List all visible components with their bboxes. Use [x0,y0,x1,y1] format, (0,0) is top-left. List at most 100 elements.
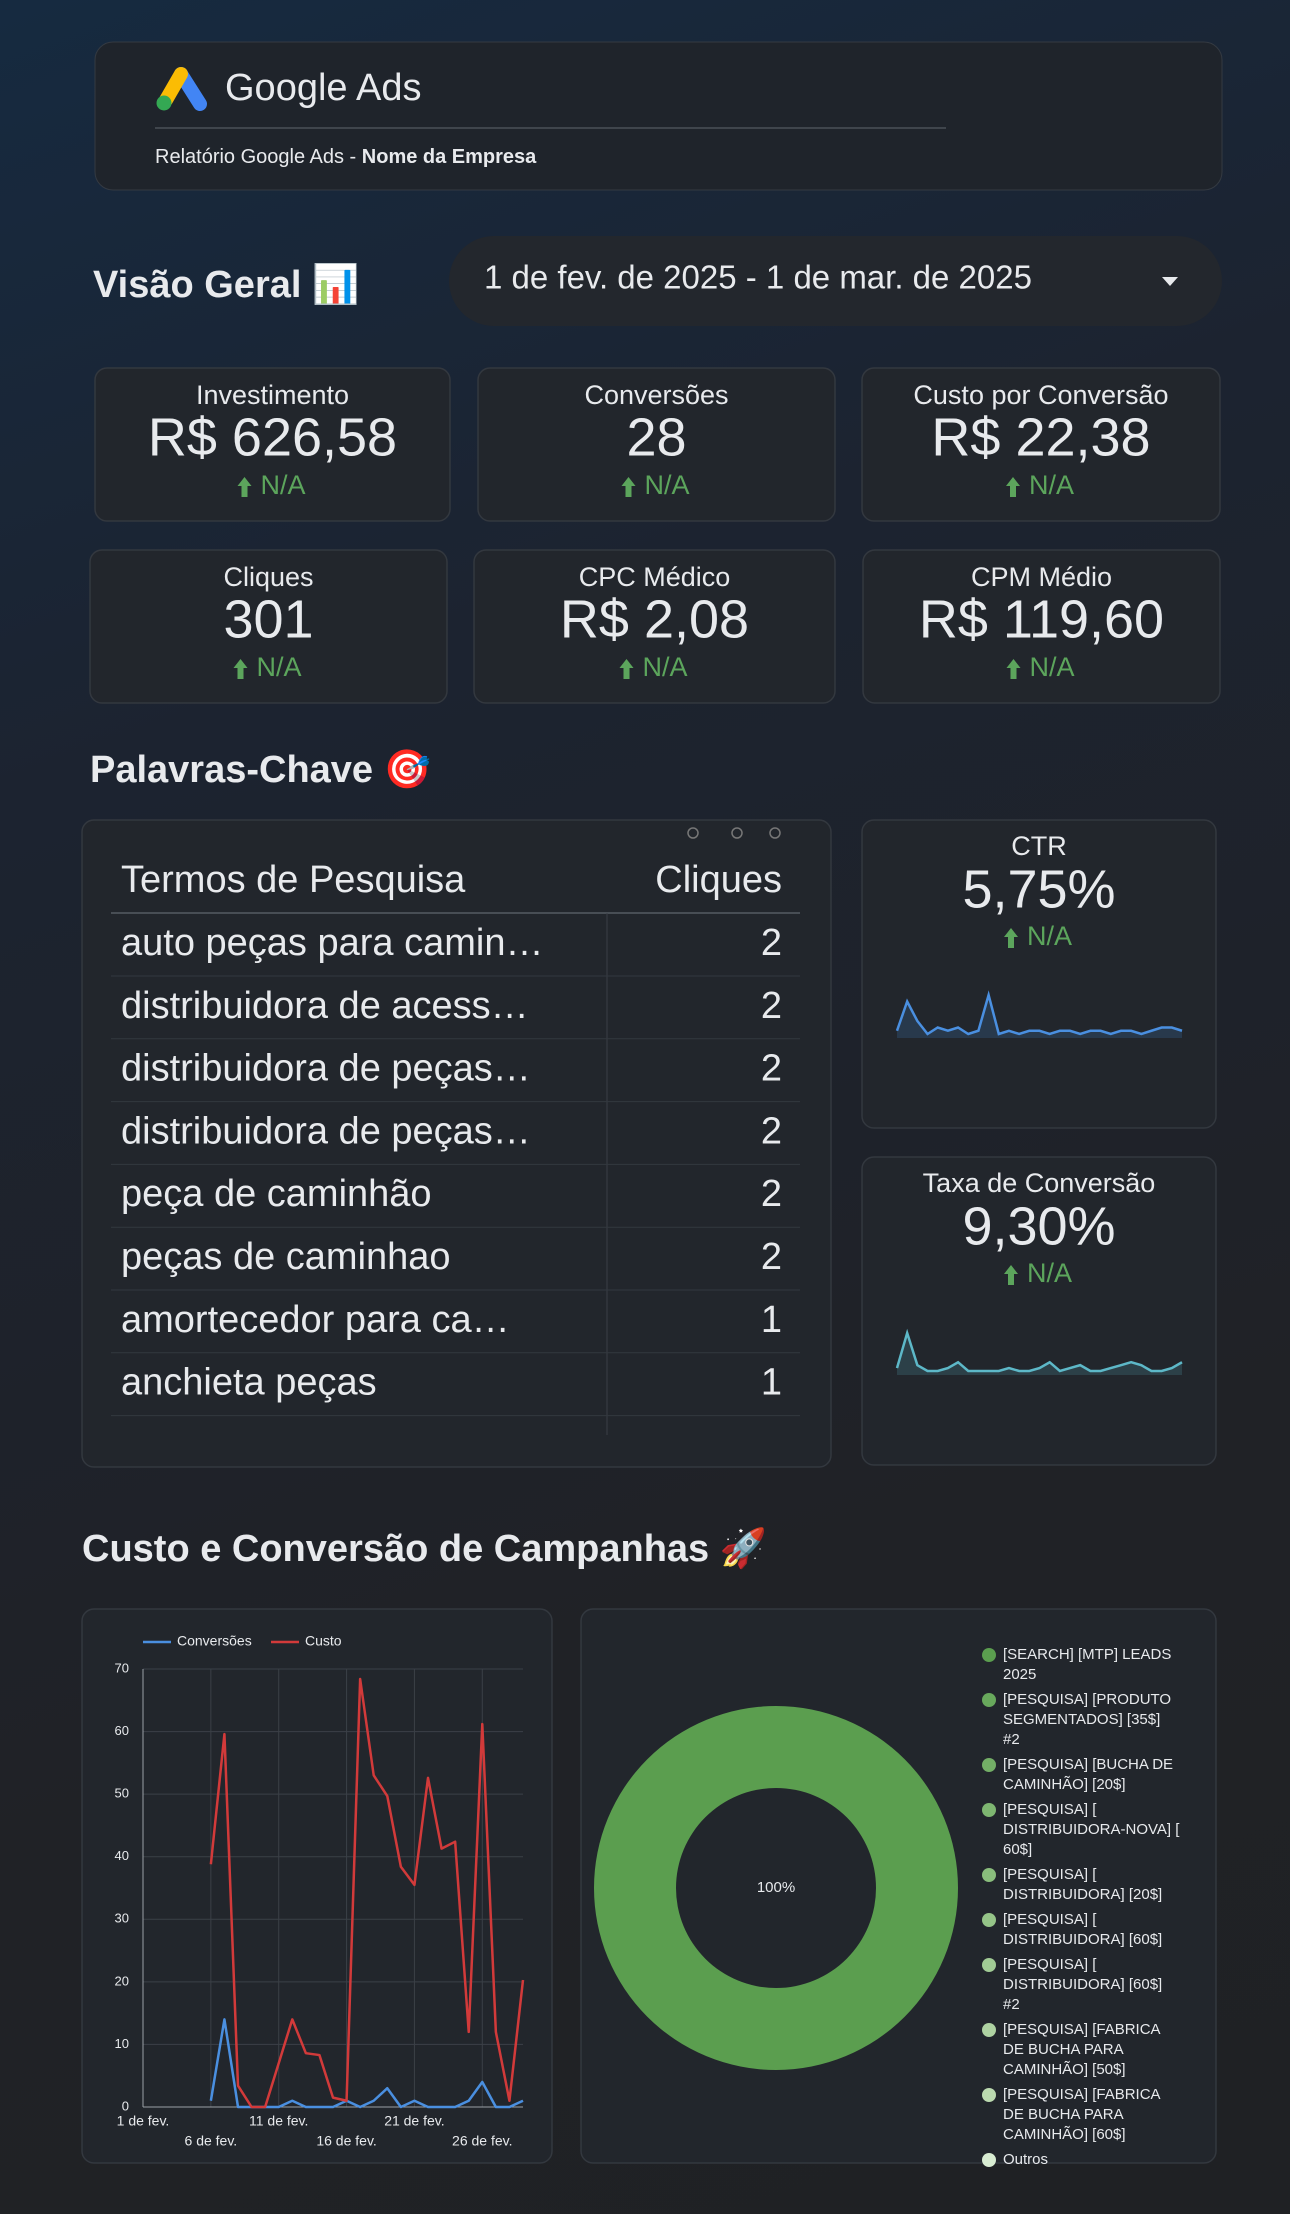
up-arrow [619,659,634,679]
y-tick-label: 60 [115,1723,129,1738]
legend-label: [PESQUISA] [PRODUTO SEGMENTADOS] [35$] #… [1003,1691,1172,1748]
table-cell: distribuidora de peças… [121,1110,531,1152]
kpi-value: 28 [626,407,686,467]
table-cell: 2 [761,985,782,1027]
change: N/A [1029,470,1074,500]
section-title: Custo e Conversão de Campanhas 🚀 [82,1526,767,1570]
kpi-value: R$ 626,58 [148,407,397,467]
legend-entry: Outros [982,2150,1202,2170]
table-cell: distribuidora de peças… [121,1048,531,1090]
kpi-value: R$ 119,60 [919,589,1164,649]
up-arrow [621,477,636,497]
table-header: Termos de Pesquisa [121,859,466,901]
card [473,549,836,704]
legend-label: Custo [305,1633,342,1649]
table-cell: 2 [761,1048,782,1090]
section-title: Palavras-Chave 🎯 [90,748,431,791]
logo-green [156,95,172,111]
legend-swatch [982,2023,996,2037]
card [94,367,451,522]
header-subtitle: Relatório Google Ads - Nome da Empresa [155,146,537,168]
legend-label: Conversões [177,1633,252,1649]
kpi-value: 301 [223,589,313,649]
legend-entry: [PESQUISA] [FABRICA DE BUCHA PARA CAMINH… [982,2085,1202,2145]
card [861,819,1217,1129]
pie-legend: [SEARCH] [MTP] LEADS 2025 [PESQUISA] [PRO… [982,1645,1202,2175]
legend-entry: [PESQUISA] [ DISTRIBUIDORA] [20$] [982,1865,1202,1905]
legend-entry: [PESQUISA] [ DISTRIBUIDORA] [60$] #2 [982,1955,1202,2015]
y-tick-label: 20 [115,1973,129,1988]
card [81,819,832,1468]
legend-swatch [982,1803,996,1817]
kpi-label: Investimento [196,380,349,410]
x-tick-label: 21 de fev. [384,2113,444,2129]
donut-slice [594,1706,958,2070]
y-tick-label: 40 [115,1848,129,1863]
legend-label: [PESQUISA] [ DISTRIBUIDORA] [60$] [1003,1911,1163,1948]
logo-text: Google Ads [225,67,421,109]
legend-swatch [982,1648,996,1662]
legend-entry: [PESQUISA] [ DISTRIBUIDORA] [60$] [982,1910,1202,1950]
legend-swatch [982,1868,996,1882]
table-cell: distribuidora de acess… [121,985,529,1027]
legend-swatch [982,1693,996,1707]
toolbar-filter [731,827,743,839]
kpi-value: R$ 22,38 [931,407,1150,467]
legend-entry: [SEARCH] [MTP] LEADS 2025 [982,1645,1202,1685]
legend-swatch [982,2088,996,2102]
card [89,549,448,704]
table-cell: 1 [761,1362,782,1404]
rate-label: Taxa de Conversão [923,1168,1156,1198]
kpi-label: CPC Médico [579,562,731,592]
x-tick-label: 16 de fev. [316,2133,376,2149]
subtitle-prefix: Relatório Google Ads - [155,146,362,168]
sparkline [895,990,1183,1036]
legend-label: [PESQUISA] [BUCHA DE CAMINHÃO] [20$] [1003,1756,1174,1793]
kpi-label: Conversões [584,380,728,410]
legend-label: [PESQUISA] [ DISTRIBUIDORA] [20$] [1003,1866,1163,1903]
kpi-label: Cliques [223,562,313,592]
dropdown-arrow[interactable] [1162,277,1178,286]
y-tick-label: 10 [115,2036,129,2051]
toolbar-more [769,827,781,839]
card [81,1608,553,2164]
up-arrow [233,659,248,679]
table-cell: 2 [761,1110,782,1152]
table-cell: 2 [761,1173,782,1215]
table-cell: auto peças para camin… [121,922,543,964]
legend-label: [PESQUISA] [ DISTRIBUIDORA] [60$] #2 [1003,1956,1163,2013]
line-series [209,1677,525,2109]
x-tick-label: 1 de fev. [117,2113,170,2129]
x-tick-label: 6 de fev. [185,2133,238,2149]
header-card [94,41,1223,191]
rate-label: CTR [1011,831,1067,861]
section-title: Visão Geral 📊 [93,262,359,306]
company-name: Nome da Empresa [362,146,537,168]
y-tick-label: 50 [115,1786,129,1801]
kpi-label: Custo por Conversão [913,380,1168,410]
card [861,367,1221,522]
change: N/A [261,470,306,500]
date-picker[interactable] [449,236,1222,326]
table-cell: 1 [761,1299,782,1341]
x-tick-label: 11 de fev. [249,2113,308,2129]
table-header: Cliques [655,859,782,901]
legend-swatch [982,1913,996,1927]
table-cell: peças de caminhao [121,1236,451,1278]
sparkline-area [897,995,1182,1038]
table-cell: anchieta peças [121,1362,377,1404]
up-arrow [237,477,252,497]
rate-value: 9,30% [962,1196,1115,1256]
table-cell: amortecedor para ca… [121,1299,510,1341]
y-tick-label: 0 [122,2098,129,2113]
change: N/A [645,470,690,500]
change: N/A [643,652,688,682]
legend-entry: [PESQUISA] [BUCHA DE CAMINHÃO] [20$] [982,1755,1202,1795]
card [477,367,836,522]
card [861,1156,1217,1466]
sparkline [895,1328,1183,1373]
legend-label: [PESQUISA] [ DISTRIBUIDORA-NOVA] [ 60$] [1003,1801,1180,1858]
y-tick-label: 70 [115,1660,129,1675]
